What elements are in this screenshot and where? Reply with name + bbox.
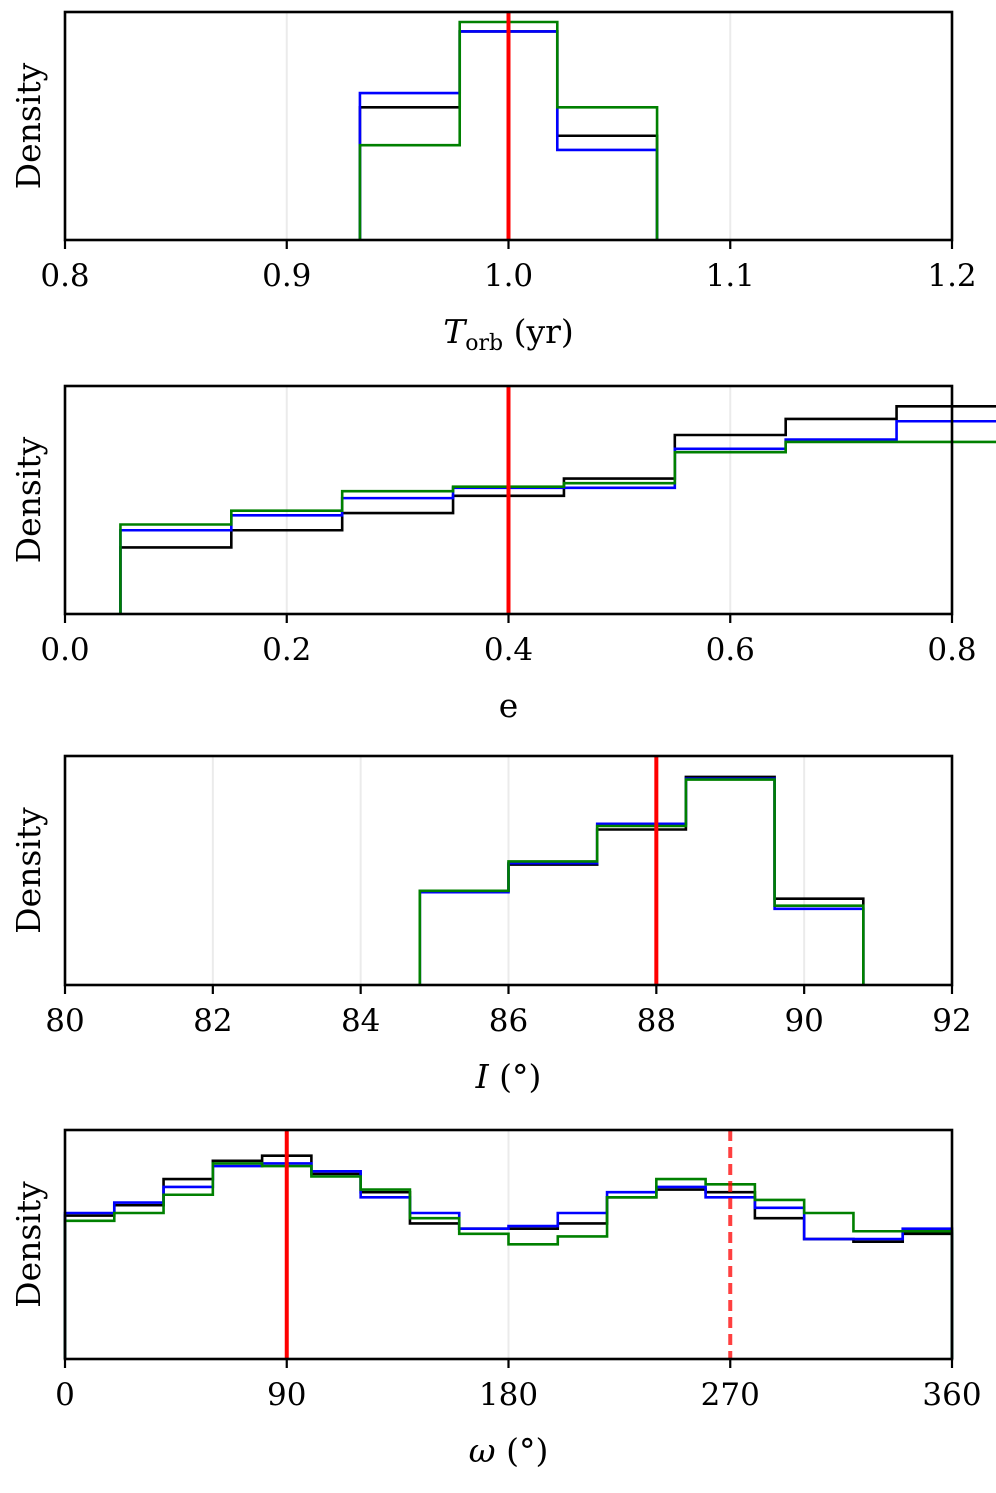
x-axis-label-unit: (°) — [496, 1431, 549, 1470]
histogram-series-green — [418, 778, 865, 985]
x-axis-label: e — [499, 686, 519, 725]
y-axis-label: Density — [9, 62, 48, 189]
x-axis-label-unit: (°) — [489, 1057, 542, 1096]
x-tick-label: 90 — [784, 1003, 823, 1039]
chart-panel-4: 0 90 180 270 360 Density ω (°) — [9, 1128, 982, 1470]
x-tick-label: 360 — [922, 1377, 981, 1413]
chart-panel-3: 80 82 84 86 88 90 92 Density I (°) — [9, 754, 972, 1096]
x-tick-label: 1.2 — [927, 258, 976, 294]
x-axis-label: Torb (yr) — [443, 312, 574, 356]
histogram-series-black — [418, 775, 865, 985]
x-axis-label-symbol: ω — [469, 1431, 496, 1470]
histogram-series-green — [63, 1162, 954, 1359]
x-axis-label-symbol: T — [443, 312, 468, 351]
x-tick-label: 180 — [479, 1377, 538, 1413]
histogram-series-blue — [418, 777, 865, 985]
x-axis-label-subscript: orb — [465, 331, 503, 356]
y-axis-label: Density — [9, 807, 48, 934]
x-tick-label: 82 — [193, 1003, 232, 1039]
x-tick-label: 84 — [341, 1003, 380, 1039]
x-axis-label-symbol: I — [475, 1057, 490, 1096]
x-tick-label: 0.6 — [706, 632, 755, 668]
x-axis-label-symbol: e — [499, 686, 519, 725]
x-tick-label: 80 — [45, 1003, 84, 1039]
x-tick-label: 1.1 — [706, 258, 755, 294]
histogram-series-blue — [119, 419, 996, 614]
x-axis-label: ω (°) — [469, 1431, 549, 1470]
y-axis-label: Density — [9, 1181, 48, 1308]
x-tick-label: 90 — [267, 1377, 306, 1413]
x-tick-label: 92 — [932, 1003, 971, 1039]
x-tick-label: 0.0 — [40, 632, 89, 668]
y-axis-label: Density — [9, 436, 48, 563]
chart-panel-2: 0.0 0.2 0.4 0.6 0.8 Density e — [9, 384, 996, 725]
x-tick-label: 0.9 — [262, 258, 311, 294]
x-tick-label: 0.4 — [484, 632, 533, 668]
x-axis-label: I (°) — [475, 1057, 542, 1096]
x-tick-label: 86 — [489, 1003, 528, 1039]
x-tick-label: 0 — [55, 1377, 75, 1413]
x-tick-label: 0.2 — [262, 632, 311, 668]
x-tick-label: 1.0 — [484, 258, 533, 294]
x-axis-label-unit: (yr) — [503, 312, 574, 351]
chart-panel-1: 0.8 0.9 1.0 1.1 1.2 Density Torb (yr) — [9, 10, 977, 356]
histogram-series-green — [119, 440, 996, 614]
x-tick-label: 0.8 — [927, 632, 976, 668]
x-tick-label: 0.8 — [40, 258, 89, 294]
x-tick-label: 88 — [637, 1003, 676, 1039]
x-tick-label: 270 — [701, 1377, 760, 1413]
